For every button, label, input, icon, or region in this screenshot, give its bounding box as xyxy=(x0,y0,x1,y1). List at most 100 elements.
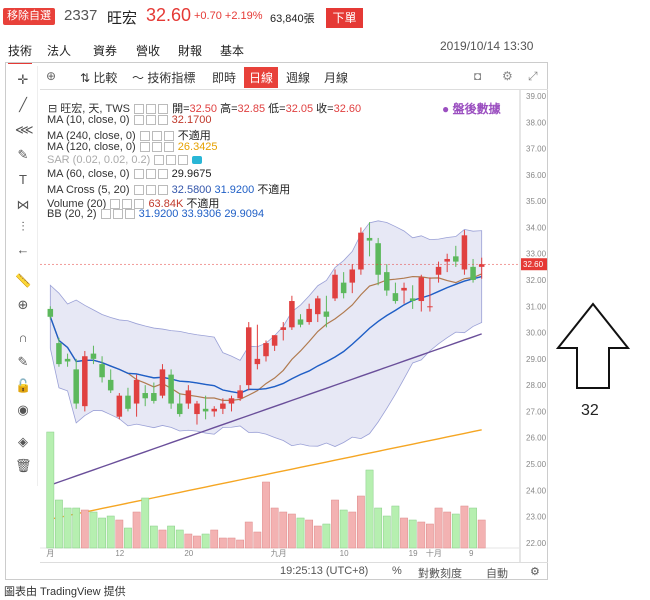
crosshair-icon[interactable]: ✛ xyxy=(17,72,29,87)
lock-drawing-icon[interactable]: ✎ xyxy=(17,354,29,369)
volume-bar xyxy=(115,519,124,549)
candle-body xyxy=(176,403,183,415)
ma60-line xyxy=(49,275,482,394)
y-tick-label: 29.00 xyxy=(526,355,547,364)
volume-bar xyxy=(80,509,89,549)
candle-body xyxy=(315,298,321,315)
up-arrow-icon xyxy=(556,302,630,389)
camera-icon[interactable]: ◘ xyxy=(474,69,482,83)
volume-bar xyxy=(262,481,270,549)
candle-body xyxy=(289,301,295,328)
arrow-label: 32 xyxy=(581,402,599,419)
legend-ohlc: ⊟ 旺宏, 天, TWS 開=32.50 高=32.85 低=32.05 收=3… xyxy=(48,103,362,115)
candle-body xyxy=(168,374,174,404)
percent-toggle[interactable]: % xyxy=(392,565,402,577)
back-arrow-icon[interactable]: ← xyxy=(16,242,30,257)
weekly-button[interactable]: 週線 xyxy=(286,71,311,85)
volume-bar xyxy=(451,513,460,549)
trendline-icon[interactable]: ╱ xyxy=(19,97,27,112)
eye-toggle-icon[interactable] xyxy=(192,156,203,165)
layers-icon[interactable]: ◈ xyxy=(18,434,28,449)
ruler-icon[interactable]: 📏 xyxy=(15,273,32,288)
pattern-icon[interactable]: ⋈ xyxy=(16,197,30,212)
lock-icon[interactable]: 🔓 xyxy=(15,378,32,393)
candle-body xyxy=(202,408,209,412)
volume-bar xyxy=(365,469,374,549)
candle-body xyxy=(47,308,54,317)
volume-bar xyxy=(124,527,132,549)
auto-scale-toggle[interactable]: 自動 xyxy=(486,568,508,580)
tab-institutional[interactable]: 法人 xyxy=(47,44,72,58)
trash-icon[interactable]: 🗑 xyxy=(15,458,32,473)
candle-body xyxy=(453,256,459,262)
volume-bar xyxy=(46,431,55,549)
y-tick-label: 30.00 xyxy=(526,329,547,338)
volume-bar xyxy=(253,531,262,549)
volume-bar xyxy=(296,517,305,549)
settings-icon[interactable]: ⚙ xyxy=(530,566,540,578)
legend-macross: MA Cross (5, 20) 32.5800 31.9200 不適用 xyxy=(47,184,291,196)
intraday-button[interactable]: 即時 xyxy=(212,71,237,85)
log-scale-toggle[interactable]: 對數刻度 xyxy=(418,568,462,580)
y-tick-label: 22.00 xyxy=(526,539,547,548)
x-tick-label: 月 xyxy=(46,549,54,558)
candle-body xyxy=(185,390,192,404)
candle-body xyxy=(237,390,243,399)
candle-body xyxy=(194,403,200,415)
candle-body xyxy=(435,266,442,275)
candle-body xyxy=(340,282,347,294)
y-tick-label: 32.00 xyxy=(526,276,547,285)
legend-ma240: MA (240, close, 0) 不適用 xyxy=(47,130,211,142)
compare-button[interactable]: ⇅ 比較 xyxy=(80,71,118,85)
x-tick-label: 十月 xyxy=(426,548,442,558)
y-tick-label: 28.00 xyxy=(526,381,547,390)
tab-technical[interactable]: 技術 xyxy=(8,42,33,64)
candle-body xyxy=(64,358,71,362)
tab-financials[interactable]: 財報 xyxy=(178,44,203,58)
tab-margin[interactable]: 資券 xyxy=(93,44,118,58)
volume-bar xyxy=(400,517,408,549)
magnet-icon[interactable]: ∩ xyxy=(18,330,28,345)
fullscreen-icon[interactable]: ⤢ xyxy=(528,69,538,83)
volume-bar xyxy=(357,495,365,549)
candle-body xyxy=(90,353,97,359)
stock-volume: 63,840張 xyxy=(270,13,315,25)
order-button[interactable]: 下單 xyxy=(326,8,363,28)
volume-bar xyxy=(55,499,63,549)
eye-icon[interactable]: ◉ xyxy=(17,402,29,417)
stock-price: 32.60 xyxy=(146,5,192,25)
y-tick-label: 33.00 xyxy=(526,250,547,259)
legend-sar: SAR (0.02, 0.02, 0.2) xyxy=(47,154,203,166)
candle-body xyxy=(332,274,338,299)
x-tick-label: 9 xyxy=(469,549,474,558)
chart-bottom-bar: 19:25:13 (UTC+8) % 對數刻度 自動 ⚙ xyxy=(40,562,548,580)
monthly-button[interactable]: 月線 xyxy=(324,71,349,85)
tab-basic[interactable]: 基本 xyxy=(220,44,245,58)
zoom-icon[interactable]: ⊕ xyxy=(17,297,29,312)
add-icon[interactable]: ⊕ xyxy=(46,69,57,83)
candle-body xyxy=(228,398,235,404)
y-tick-label: 34.00 xyxy=(526,223,547,232)
y-tick-label: 31.00 xyxy=(526,302,547,311)
gear-icon[interactable]: ⚙ xyxy=(502,69,513,83)
text-icon[interactable]: T xyxy=(19,172,27,187)
x-tick-label: 九月 xyxy=(271,549,287,558)
indicator-icon: 〜 xyxy=(132,71,148,85)
fib-icon[interactable]: ⋘ xyxy=(15,122,34,137)
candle-body xyxy=(366,237,373,241)
daily-button[interactable]: 日線 xyxy=(244,67,279,88)
candle-body xyxy=(211,408,217,412)
price-chart[interactable]: 39.00 38.00 37.00 36.00 35.00 34.00 33.00 32.00… xyxy=(40,90,548,562)
candle-body xyxy=(427,306,433,308)
candle-body xyxy=(384,272,390,291)
remove-watchlist-button[interactable]: 移除自選 xyxy=(3,8,55,25)
volume-bar xyxy=(227,537,236,549)
tab-revenue[interactable]: 營收 xyxy=(136,44,161,58)
volume-bar xyxy=(244,521,253,549)
volume-bar xyxy=(434,507,443,549)
y-tick-label: 37.00 xyxy=(526,145,547,154)
indicators-button[interactable]: 〜 技術指標 xyxy=(132,71,196,85)
brush-icon[interactable]: ✎ xyxy=(17,147,29,162)
prediction-icon[interactable]: ⫶ xyxy=(21,219,25,234)
volume-bar xyxy=(218,537,227,549)
